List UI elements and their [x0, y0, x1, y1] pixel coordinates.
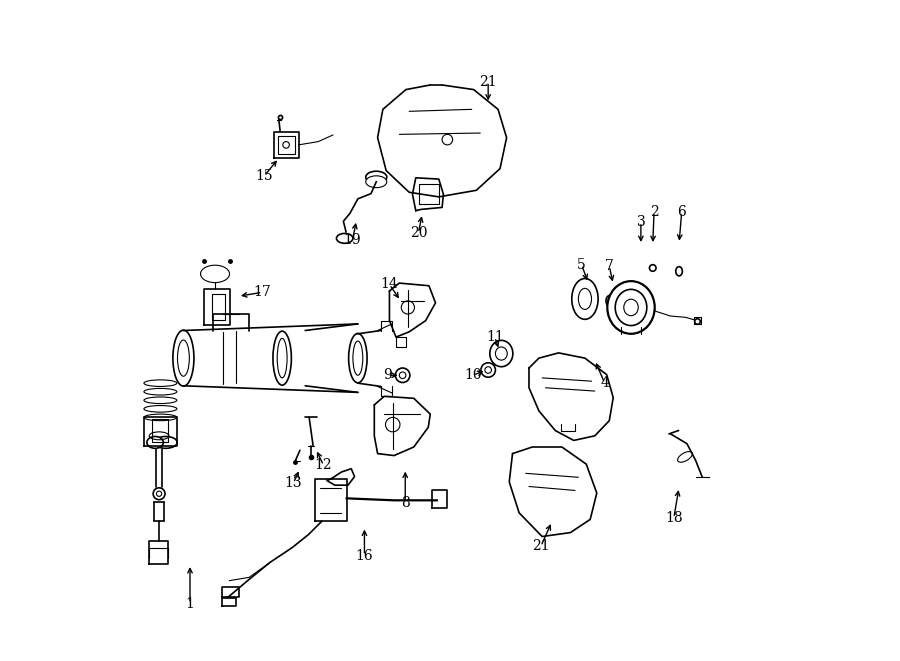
Text: 21: 21	[480, 75, 497, 89]
Ellipse shape	[365, 171, 387, 183]
Ellipse shape	[273, 331, 292, 385]
Ellipse shape	[572, 278, 598, 319]
Text: 7: 7	[605, 259, 614, 273]
Ellipse shape	[650, 264, 656, 271]
Text: 5: 5	[577, 258, 586, 272]
Ellipse shape	[173, 330, 194, 386]
Text: 17: 17	[254, 286, 271, 299]
Text: 12: 12	[315, 459, 332, 473]
Text: 15: 15	[256, 169, 274, 183]
Text: 1: 1	[185, 597, 194, 611]
Ellipse shape	[608, 281, 654, 334]
Text: 11: 11	[486, 330, 504, 344]
Ellipse shape	[348, 333, 367, 383]
Text: 21: 21	[532, 539, 550, 553]
Text: 2: 2	[650, 205, 659, 219]
Text: 6: 6	[678, 205, 686, 219]
Ellipse shape	[365, 176, 387, 188]
Ellipse shape	[676, 266, 682, 276]
Text: 20: 20	[410, 226, 427, 240]
Text: 4: 4	[600, 376, 609, 390]
Text: 14: 14	[381, 278, 399, 292]
Text: 3: 3	[636, 215, 645, 229]
Text: 10: 10	[464, 368, 482, 382]
Text: 13: 13	[284, 476, 302, 490]
Text: 8: 8	[400, 496, 410, 510]
Text: 9: 9	[383, 368, 392, 382]
Text: 18: 18	[665, 511, 682, 525]
Ellipse shape	[154, 436, 177, 448]
Ellipse shape	[490, 340, 513, 367]
Ellipse shape	[337, 233, 353, 243]
Ellipse shape	[153, 488, 165, 500]
Ellipse shape	[481, 363, 495, 377]
Ellipse shape	[395, 368, 410, 383]
Text: 16: 16	[356, 549, 373, 563]
Ellipse shape	[606, 295, 613, 306]
Text: 19: 19	[344, 233, 362, 247]
Ellipse shape	[147, 436, 163, 448]
